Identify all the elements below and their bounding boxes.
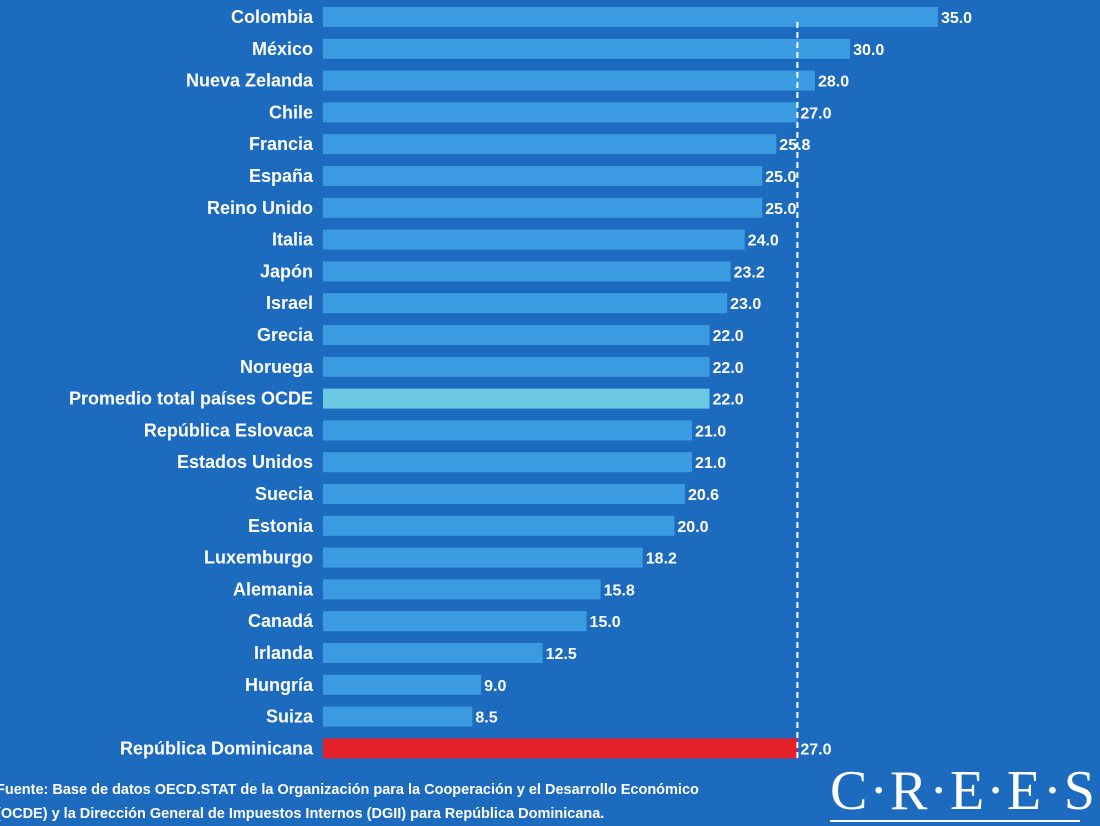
category-label-italia: Italia [272, 230, 314, 250]
category-label-canada: Canadá [248, 611, 314, 631]
category-label-hungria: Hungría [245, 675, 314, 695]
category-label-espana: España [249, 166, 314, 186]
source-text-1: Base de datos OECD.STAT de la Organizaci… [48, 782, 699, 798]
category-label-estonia: Estonia [248, 516, 314, 536]
value-label-estonia: 20.0 [677, 519, 708, 536]
value-label-alemania: 15.8 [604, 582, 635, 599]
value-label-republica-eslovaca: 21.0 [695, 423, 726, 440]
bar-republica-eslovaca [323, 420, 692, 441]
logo-text: C·R·E·E·S [830, 760, 1097, 822]
category-label-reino-unido: Reino Unido [207, 198, 313, 218]
source-head: Fuente: [0, 782, 49, 798]
value-label-francia: 25.8 [779, 137, 810, 154]
value-label-mexico: 30.0 [853, 42, 884, 59]
bar-promedio-total-paises-ocde [323, 388, 710, 409]
category-label-nueva-zelanda: Nueva Zelanda [186, 71, 314, 91]
bar-francia [323, 134, 777, 155]
category-label-grecia: Grecia [257, 325, 314, 345]
category-label-republica-eslovaca: República Eslovaca [144, 420, 314, 440]
bar-grecia [323, 325, 710, 345]
crees-logo: C·R·E·E·S [830, 760, 1097, 826]
category-label-luxemburgo: Luxemburgo [204, 548, 313, 568]
category-label-estados-unidos: Estados Unidos [177, 452, 313, 472]
value-label-colombia: 35.0 [941, 10, 972, 27]
category-label-suecia: Suecia [255, 484, 314, 504]
bar-chile [323, 102, 798, 123]
value-label-promedio-total-paises-ocde: 22.0 [713, 392, 744, 409]
bar-mexico [323, 38, 851, 59]
category-label-promedio-total-paises-ocde: Promedio total países OCDE [69, 389, 313, 409]
category-label-noruega: Noruega [240, 357, 314, 377]
bar-suecia [323, 484, 685, 504]
value-label-reino-unido: 25.0 [765, 201, 796, 218]
value-label-nueva-zelanda: 28.0 [818, 74, 849, 91]
value-label-suecia: 20.6 [688, 487, 719, 504]
bar-hungria [323, 674, 482, 695]
source-line-2: (OCDE) y la Dirección General de Impuest… [0, 806, 605, 822]
bar-republica-dominicana [323, 738, 798, 759]
category-label-japon: Japón [260, 261, 313, 281]
value-label-hungria: 9.0 [484, 678, 506, 695]
category-label-alemania: Alemania [233, 579, 314, 599]
value-label-noruega: 22.0 [713, 360, 744, 377]
bar-israel [323, 293, 728, 314]
value-label-estados-unidos: 21.0 [695, 455, 726, 472]
bar-estonia [323, 515, 675, 536]
source-note: Fuente: Base de datos OECD.STAT de la Or… [0, 778, 796, 826]
value-label-luxemburgo: 18.2 [646, 551, 677, 568]
category-label-israel: Israel [266, 293, 313, 313]
bar-alemania [323, 579, 601, 600]
bar-italia [323, 229, 745, 250]
bar-nueva-zelanda [323, 70, 815, 91]
value-label-japon: 23.2 [734, 264, 765, 281]
bar-canada [323, 611, 587, 632]
category-label-republica-dominicana: República Dominicana [120, 738, 314, 758]
bar-japon [323, 261, 731, 282]
value-label-suiza: 8.5 [475, 710, 497, 727]
bar-irlanda [323, 643, 543, 663]
value-label-canada: 15.0 [590, 614, 621, 631]
category-label-suiza: Suiza [266, 707, 314, 727]
bar-noruega [323, 356, 710, 377]
value-label-israel: 23.0 [730, 296, 761, 313]
value-label-republica-dominicana: 27.0 [800, 741, 831, 758]
value-label-irlanda: 12.5 [546, 646, 577, 663]
bar-suiza [323, 706, 473, 727]
value-label-espana: 25.0 [765, 169, 796, 186]
category-label-mexico: México [252, 39, 313, 59]
bar-espana [323, 166, 763, 186]
bar-estados-unidos [323, 452, 692, 473]
bar-luxemburgo [323, 547, 643, 568]
bar-reino-unido [323, 197, 763, 218]
category-label-irlanda: Irlanda [254, 643, 314, 663]
bar-chart: Colombia 35.0 México 30.0 Nueva Zelanda 28.0 C… [69, 7, 972, 759]
value-label-grecia: 22.0 [713, 328, 744, 345]
bar-colombia [323, 7, 938, 27]
logo-underline [830, 820, 1080, 822]
value-label-chile: 27.0 [800, 105, 831, 122]
category-label-colombia: Colombia [231, 7, 314, 27]
category-label-francia: Francia [249, 134, 314, 154]
value-label-italia: 24.0 [748, 233, 779, 250]
category-label-chile: Chile [269, 102, 313, 122]
source-line-1: Fuente: Base de datos OECD.STAT de la Or… [0, 778, 796, 802]
